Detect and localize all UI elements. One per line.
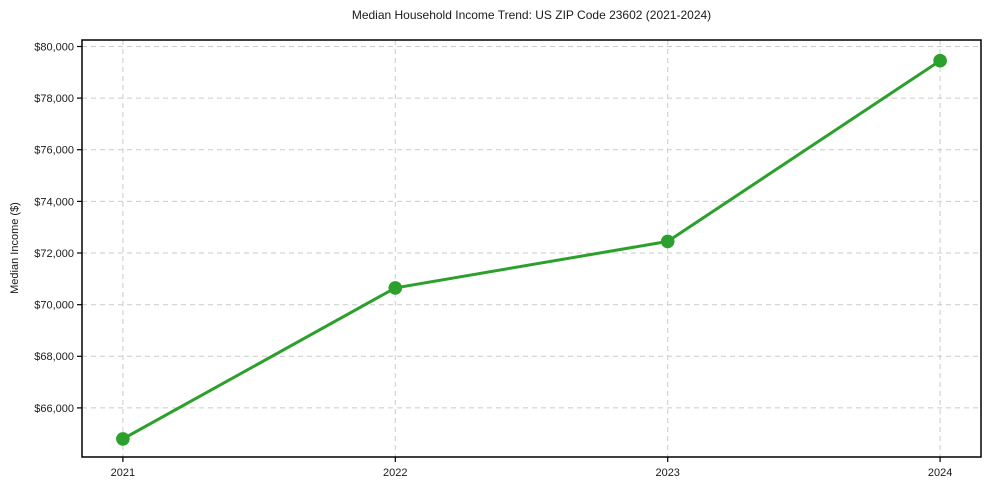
y-tick-label: $68,000	[34, 351, 74, 363]
x-tick-label: 2021	[111, 467, 135, 479]
x-tick-label: 2023	[655, 467, 679, 479]
y-tick-label: $74,000	[34, 196, 74, 208]
data-point-marker	[388, 281, 403, 295]
y-tick-label: $76,000	[34, 145, 74, 157]
y-tick-label: $80,000	[34, 41, 74, 53]
chart-title: Median Household Income Trend: US ZIP Co…	[351, 8, 712, 22]
y-tick-label: $72,000	[34, 248, 74, 260]
data-point-marker	[116, 432, 130, 446]
data-point-marker	[933, 53, 947, 68]
data-point-marker	[660, 234, 675, 249]
axes-spines	[81, 39, 982, 458]
income-trend-line	[121, 59, 942, 441]
y-tick-label: $66,000	[34, 403, 74, 415]
y-tick-label: $78,000	[34, 93, 74, 105]
x-tick-label: 2024	[928, 467, 952, 479]
x-tick-label: 2022	[383, 467, 407, 479]
y-tick-label: $70,000	[34, 300, 74, 312]
